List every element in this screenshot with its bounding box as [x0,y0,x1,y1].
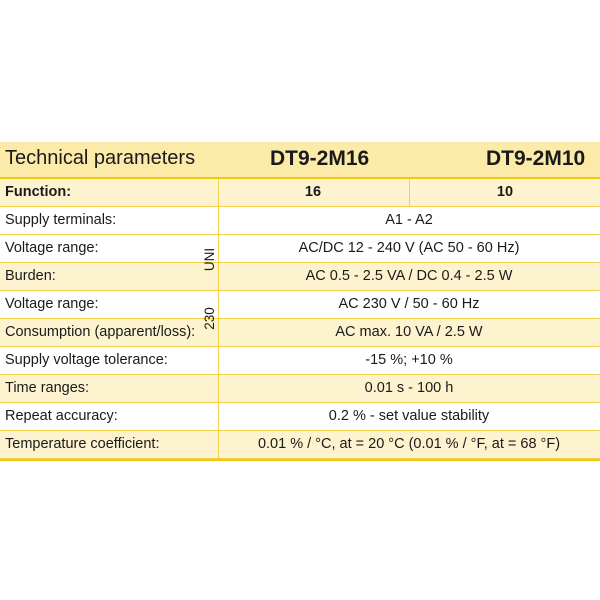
row-label: Supply terminals: [5,212,117,228]
row-value: -15 %; +10 % [365,352,453,368]
column-divider [218,319,219,346]
row-label: Voltage range: [5,240,99,256]
function-row: Function: 16 10 [0,179,600,207]
model-column-divider [409,179,410,206]
row-value: 0.01 s - 100 h [364,380,454,396]
column-divider [218,375,219,402]
table-row: Voltage range: AC 230 V / 50 - 60 Hz [0,291,600,319]
column-divider [218,403,219,430]
column-divider [218,263,219,290]
column-divider [218,431,219,458]
row-label: Temperature coefficient: [5,436,160,452]
row-label: Repeat accuracy: [5,408,118,424]
row-value: AC 0.5 - 2.5 VA / DC 0.4 - 2.5 W [305,268,513,284]
row-value: A1 - A2 [385,212,433,228]
column-divider [218,179,219,206]
table-row: Consumption (apparent/loss): AC max. 10 … [0,319,600,347]
row-label: Voltage range: [5,296,99,312]
v230-side-label: 230 [201,307,217,330]
row-value: AC/DC 12 - 240 V (AC 50 - 60 Hz) [298,240,520,256]
table-row: Supply voltage tolerance: -15 %; +10 % [0,347,600,375]
row-value: 0.01 % / °C, at = 20 °C (0.01 % / °F, at… [257,436,561,452]
model-dt9-2m16-heading: DT9-2M16 [270,147,370,170]
function-value-10: 10 [496,184,514,200]
table-row: Time ranges: 0.01 s - 100 h [0,375,600,403]
column-divider [218,291,219,318]
row-label: Supply voltage tolerance: [5,352,168,368]
table-header: Technical parameters DT9-2M16 DT9-2M10 [0,142,600,179]
row-label: Consumption (apparent/loss): [5,324,196,340]
model-dt9-2m10-heading: DT9-2M10 [486,147,586,170]
row-label: Time ranges: [5,380,90,396]
row-value: 0.2 % - set value stability [328,408,490,424]
table-bottom-border [0,459,600,461]
function-label: Function: [5,184,72,200]
function-value-16: 16 [304,184,322,200]
table-title: Technical parameters [5,147,196,169]
column-divider [218,207,219,234]
table-row: Temperature coefficient: 0.01 % / °C, at… [0,431,600,459]
uni-side-label: UNI [202,247,218,272]
row-value: AC 230 V / 50 - 60 Hz [338,296,480,312]
table-row: Burden: AC 0.5 - 2.5 VA / DC 0.4 - 2.5 W [0,263,600,291]
column-divider [218,235,219,262]
column-divider [218,347,219,374]
table-row: Supply terminals: A1 - A2 [0,207,600,235]
row-value: AC max. 10 VA / 2.5 W [335,324,483,340]
technical-parameters-table: Technical parameters DT9-2M16 DT9-2M10 F… [0,142,600,461]
table-row: Voltage range: AC/DC 12 - 240 V (AC 50 -… [0,235,600,263]
table-row: Repeat accuracy: 0.2 % - set value stabi… [0,403,600,431]
row-label: Burden: [5,268,56,284]
